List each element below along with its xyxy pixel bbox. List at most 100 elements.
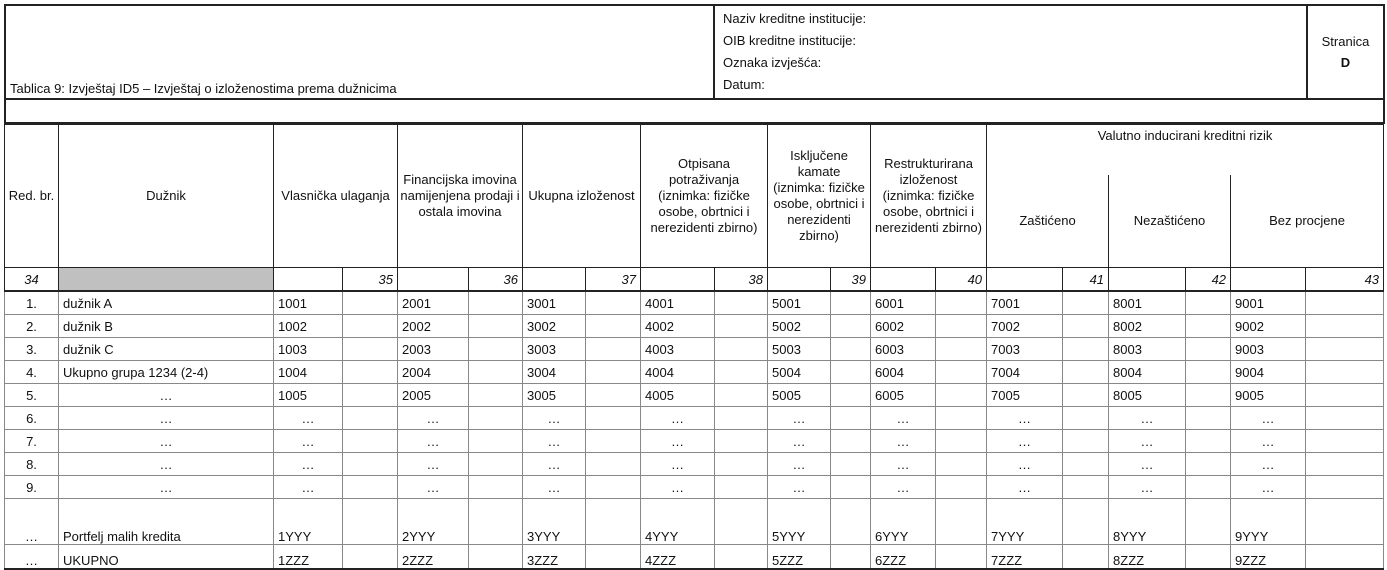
table-row: 3. dužnik C 1003 2003 3003 4003 5003 6003 7003 80… [4, 337, 1385, 361]
value-cell: 1ZZZ [273, 544, 343, 570]
col-header-restrukturirana: Restrukturirana izloženost (iznimka: fiz… [870, 124, 988, 268]
value-cell: 1YYY [273, 498, 343, 545]
value-cell-empty [1062, 498, 1110, 545]
value-cell-empty [468, 429, 523, 453]
debtor-name: dužnik A [58, 290, 274, 315]
value-cell-empty [935, 337, 988, 361]
value-cell-empty [342, 498, 398, 545]
debtor-name: dužnik B [58, 314, 274, 338]
value-cell: 2001 [397, 290, 469, 315]
value-cell: … [767, 452, 832, 476]
value-cell-empty [1062, 290, 1110, 315]
value-cell-empty [1062, 337, 1110, 361]
value-cell-empty [342, 406, 398, 430]
value-cell: 6002 [870, 314, 937, 338]
value-cell: … [1108, 429, 1187, 453]
value-cell-empty [468, 360, 523, 384]
institution-oib-label: OIB kreditne institucije: [723, 33, 856, 48]
value-cell: 5005 [767, 383, 832, 407]
value-cell: 7YYY [986, 498, 1064, 545]
value-cell: 4002 [640, 314, 716, 338]
value-cell-empty [1305, 383, 1385, 407]
value-cell-empty [468, 290, 523, 315]
value-cell-empty [1185, 406, 1232, 430]
value-cell-empty [830, 383, 872, 407]
value-cell-empty [714, 383, 769, 407]
col-number-blank [870, 267, 937, 292]
value-cell: … [640, 406, 716, 430]
col-number-blank [1230, 267, 1307, 292]
table-row: 9.………………………… [4, 475, 1385, 499]
value-cell: 6003 [870, 337, 937, 361]
value-cell-empty [468, 452, 523, 476]
value-cell: 9005 [1230, 383, 1307, 407]
value-cell: … [870, 406, 937, 430]
value-cell-empty [342, 360, 398, 384]
value-cell: … [767, 406, 832, 430]
row-number: … [4, 498, 59, 545]
value-cell: … [522, 475, 586, 499]
value-cell: … [767, 429, 832, 453]
value-cell: … [522, 406, 586, 430]
table-row: … Portfelj malih kredita 1YYY 2YYY 3YYY 4YYY 5… [4, 498, 1385, 545]
value-cell-empty [1185, 290, 1232, 315]
value-cell-empty [342, 290, 398, 315]
value-cell-empty [935, 406, 988, 430]
col-header-zasticeno: Zaštićeno [986, 174, 1110, 268]
value-cell-empty [584, 406, 642, 430]
value-cell-empty [830, 314, 872, 338]
value-cell-empty [830, 360, 872, 384]
value-cell: … [986, 429, 1064, 453]
col-number: 42 [1185, 267, 1232, 292]
table-row: … UKUPNO 1ZZZ 2ZZZ 3ZZZ 4ZZZ 5ZZZ 6ZZZ 7ZZZ 8ZZZ 9… [4, 544, 1385, 570]
value-cell-empty [1185, 498, 1232, 545]
value-cell: … [870, 429, 937, 453]
col-header-otpisana: Otpisana potraživanja (iznimka: fizičke … [640, 124, 769, 268]
value-cell-empty [1062, 360, 1110, 384]
value-cell: 7002 [986, 314, 1064, 338]
value-cell-empty [714, 452, 769, 476]
col-number: 43 [1305, 267, 1385, 292]
value-cell: … [1230, 406, 1307, 430]
value-cell-empty [830, 498, 872, 545]
col-header-financijska: Financijska imovina namijenjena prodaji … [397, 124, 523, 268]
value-cell: 2003 [397, 337, 469, 361]
row-number: 8. [4, 452, 59, 476]
value-cell: 7003 [986, 337, 1064, 361]
value-cell: 5002 [767, 314, 832, 338]
value-cell: 3001 [522, 290, 586, 315]
value-cell-empty [584, 498, 642, 545]
value-cell-empty [714, 360, 769, 384]
value-cell-empty [935, 314, 988, 338]
page-label: Stranica [1321, 34, 1370, 49]
value-cell-empty [342, 314, 398, 338]
value-cell-empty [1185, 475, 1232, 499]
row-number: 6. [4, 406, 59, 430]
value-cell: 8002 [1108, 314, 1187, 338]
value-cell: … [522, 429, 586, 453]
value-cell: 6ZZZ [870, 544, 937, 570]
value-cell-empty [714, 337, 769, 361]
col-number-blank [1108, 267, 1187, 292]
col-header-vlasnicka: Vlasnička ulaganja [273, 124, 398, 268]
value-cell-empty [342, 452, 398, 476]
page-cell: Stranica D [1306, 4, 1385, 100]
value-cell: 2ZZZ [397, 544, 469, 570]
value-cell-empty [468, 337, 523, 361]
value-cell: … [397, 475, 469, 499]
col-number: 38 [714, 267, 769, 292]
report-table: Tablica 9: Izvještaj ID5 – Izvještaj o i… [4, 4, 1385, 570]
value-cell-empty [830, 290, 872, 315]
value-cell: … [1108, 406, 1187, 430]
value-cell: 7ZZZ [986, 544, 1064, 570]
value-cell-empty [468, 314, 523, 338]
value-cell-empty [1062, 452, 1110, 476]
value-cell-empty [1185, 314, 1232, 338]
value-cell: 9ZZZ [1230, 544, 1307, 570]
value-cell: 8005 [1108, 383, 1187, 407]
value-cell: 9003 [1230, 337, 1307, 361]
value-cell: 2002 [397, 314, 469, 338]
value-cell: 5001 [767, 290, 832, 315]
row-number: 5. [4, 383, 59, 407]
value-cell: 6004 [870, 360, 937, 384]
